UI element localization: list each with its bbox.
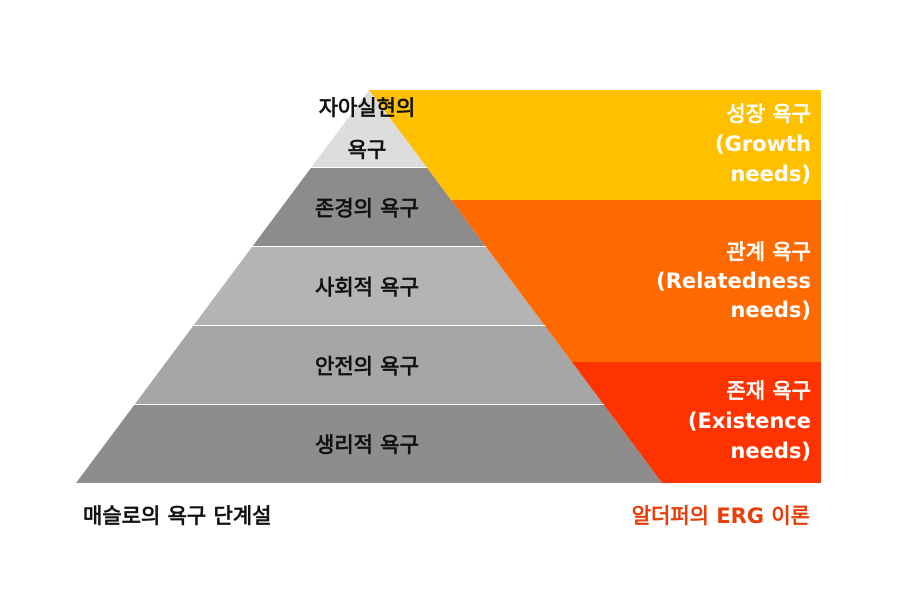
erg-band-label: (Existence: [688, 409, 811, 433]
erg-band-label: (Growth: [715, 132, 811, 156]
pyramid-tier-label: 사회적 욕구: [315, 276, 419, 300]
erg-band-label: 존재 욕구: [726, 379, 811, 403]
pyramid-tier-label: 안전의 욕구: [315, 355, 419, 379]
pyramid-tier-social: [193, 247, 545, 326]
erg-band-label: needs): [730, 439, 811, 463]
erg-band-growth: [369, 90, 821, 200]
pyramid-tier-label: 생리적 욕구: [315, 433, 419, 457]
pyramid-tier-label: 욕구: [348, 138, 387, 162]
pyramid-tier-physiological: [76, 405, 662, 483]
erg-band-existence: [571, 362, 821, 483]
pyramid-tier-self-actualization: [310, 90, 428, 168]
erg-band-relatedness: [451, 200, 821, 362]
erg-band-label: 관계 욕구: [726, 240, 811, 264]
erg-band-label: needs): [730, 162, 811, 186]
erg-band-label: needs): [730, 298, 811, 322]
pyramid-tier-safety: [134, 326, 604, 405]
pyramid-tier-label: 존경의 욕구: [315, 197, 419, 221]
erg-band-label: 성장 욕구: [726, 102, 811, 126]
erg-band-label: (Relatedness: [656, 269, 811, 293]
pyramid-tier-esteem: [251, 168, 487, 247]
maslow-caption: 매슬로의 욕구 단계설: [83, 504, 272, 528]
erg-caption: 알더퍼의 ERG 이론: [631, 504, 810, 528]
pyramid-tier-label: 자아실현의: [319, 96, 416, 120]
